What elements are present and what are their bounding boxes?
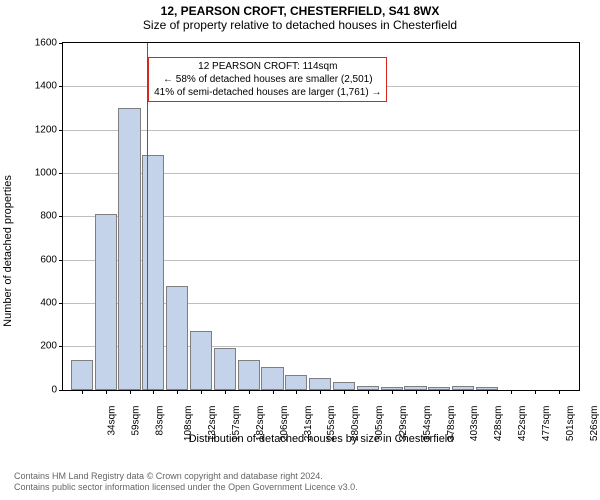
x-tick-mark (106, 390, 107, 394)
y-tick-label: 200 (40, 341, 57, 352)
title-subtitle: Size of property relative to detached ho… (0, 18, 600, 32)
y-tick-mark (59, 43, 63, 44)
x-tick-mark (273, 390, 274, 394)
title-block: 12, PEARSON CROFT, CHESTERFIELD, S41 8WX… (0, 0, 600, 32)
y-tick-label: 1200 (35, 124, 57, 135)
histogram-bar (142, 155, 164, 390)
y-tick-mark (59, 173, 63, 174)
histogram-bar (214, 348, 236, 389)
x-tick-mark (535, 390, 536, 394)
y-tick-label: 800 (40, 211, 57, 222)
histogram-bar (333, 382, 355, 390)
title-address: 12, PEARSON CROFT, CHESTERFIELD, S41 8WX (0, 4, 600, 18)
x-tick-label: 34sqm (106, 405, 117, 435)
annotation-box: 12 PEARSON CROFT: 114sqm← 58% of detache… (148, 57, 387, 102)
x-tick-label: 83sqm (154, 405, 165, 435)
x-tick-label: 526sqm (589, 405, 600, 441)
y-tick-mark (59, 216, 63, 217)
y-tick-label: 1400 (35, 81, 57, 92)
y-tick-mark (59, 303, 63, 304)
x-tick-mark (320, 390, 321, 394)
footer-line-1: Contains HM Land Registry data © Crown c… (14, 471, 586, 483)
y-tick-mark (59, 390, 63, 391)
x-tick-mark (82, 390, 83, 394)
y-tick-label: 1000 (35, 167, 57, 178)
histogram-bar (261, 367, 283, 390)
y-tick-label: 1600 (35, 38, 57, 49)
x-tick-mark (487, 390, 488, 394)
y-axis-label: Number of detached properties (2, 175, 14, 327)
histogram-bar (238, 360, 260, 389)
histogram-bar (118, 108, 140, 390)
y-tick-mark (59, 130, 63, 131)
y-tick-mark (59, 346, 63, 347)
x-tick-mark (130, 390, 131, 394)
histogram-bar (190, 331, 212, 389)
annotation-line: ← 58% of detached houses are smaller (2,… (154, 73, 381, 86)
y-tick-label: 600 (40, 254, 57, 265)
histogram-bar (285, 375, 307, 390)
x-tick-mark (225, 390, 226, 394)
x-tick-mark (416, 390, 417, 394)
annotation-line: 12 PEARSON CROFT: 114sqm (154, 60, 381, 73)
attribution-footer: Contains HM Land Registry data © Crown c… (0, 467, 600, 500)
x-tick-mark (559, 390, 560, 394)
x-axis-label: Distribution of detached houses by size … (62, 433, 580, 445)
footer-line-2: Contains public sector information licen… (14, 482, 586, 494)
y-tick-mark (59, 260, 63, 261)
annotation-line: 41% of semi-detached houses are larger (… (154, 86, 381, 99)
y-tick-label: 400 (40, 297, 57, 308)
x-tick-mark (201, 390, 202, 394)
x-tick-mark (392, 390, 393, 394)
plot-region: 0200400600800100012001400160034sqm59sqm8… (62, 42, 580, 391)
x-tick-mark (249, 390, 250, 394)
histogram-bar (71, 360, 93, 389)
y-tick-label: 0 (51, 384, 57, 395)
x-tick-mark (439, 390, 440, 394)
y-tick-mark (59, 86, 63, 87)
chart-area: Number of detached properties 0200400600… (14, 36, 586, 467)
histogram-bar (166, 286, 188, 390)
x-tick-mark (344, 390, 345, 394)
x-tick-mark (296, 390, 297, 394)
x-tick-mark (177, 390, 178, 394)
x-tick-mark (463, 390, 464, 394)
histogram-bar (95, 214, 117, 390)
x-tick-mark (368, 390, 369, 394)
x-tick-mark (511, 390, 512, 394)
x-tick-label: 59sqm (130, 405, 141, 435)
x-tick-mark (153, 390, 154, 394)
histogram-bar (309, 378, 331, 389)
